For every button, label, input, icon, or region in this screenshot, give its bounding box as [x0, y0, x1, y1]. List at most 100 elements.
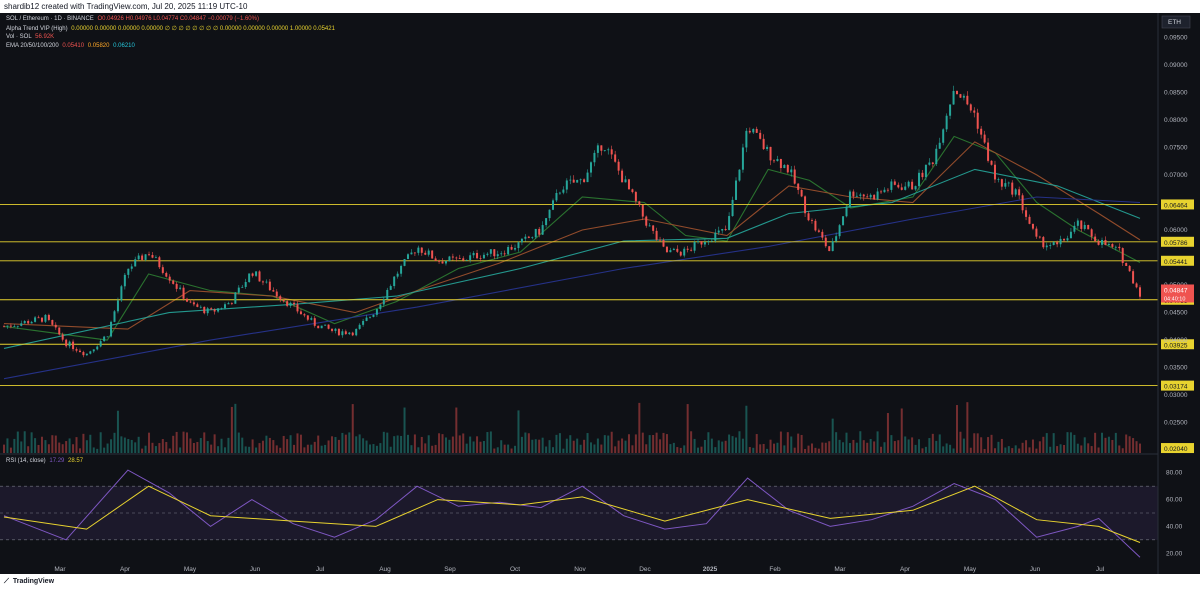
volume-bar — [1083, 437, 1086, 453]
candle-body — [493, 249, 496, 257]
candle-body — [58, 327, 61, 335]
candle-body — [1073, 225, 1076, 232]
volume-bar — [27, 446, 30, 453]
candle-body — [234, 292, 237, 304]
level-label: 0.03174 — [1164, 384, 1188, 391]
volume-bar — [179, 447, 182, 453]
volume-bar — [700, 446, 703, 453]
volume-bar — [893, 441, 896, 453]
legend-rsi-v2: 28.57 — [68, 458, 84, 464]
volume-bar — [921, 448, 924, 453]
price-tick-label: 0.06000 — [1164, 227, 1188, 234]
volume-bar — [334, 437, 337, 453]
candle-body — [196, 304, 199, 307]
candle-body — [552, 200, 555, 210]
candle-body — [1097, 241, 1100, 245]
volume-bar — [762, 443, 765, 453]
candle-body — [78, 350, 81, 353]
candle-body — [938, 142, 941, 149]
volume-bar — [759, 444, 762, 453]
candle-body — [217, 308, 220, 312]
volume-bar — [89, 434, 92, 453]
candle-body — [61, 334, 64, 340]
volume-bar — [703, 440, 706, 453]
volume-bar — [741, 438, 744, 453]
chart-canvas[interactable]: 0.064640.057860.054410.047330.039250.031… — [0, 13, 1200, 574]
volume-bar — [489, 431, 492, 453]
candle-body — [220, 308, 223, 309]
candle-body — [82, 352, 85, 356]
volume-bar — [966, 402, 969, 453]
candle-body — [866, 196, 869, 198]
candle-body — [1004, 183, 1007, 187]
volume-bar — [355, 436, 358, 453]
volume-bar — [855, 442, 858, 453]
candle-body — [1118, 246, 1121, 249]
volume-bar — [918, 439, 921, 453]
volume-bar — [790, 436, 793, 453]
level-lines — [0, 203, 1158, 387]
candle-body — [520, 238, 523, 243]
volume-bar — [1087, 443, 1090, 453]
candle-body — [106, 336, 109, 338]
time-tick-label: May — [964, 566, 977, 573]
volume-bar — [852, 439, 855, 453]
volume-bar — [589, 442, 592, 453]
volume-bar — [451, 436, 454, 453]
legend-vol[interactable]: Vol · SOL 56.92K — [6, 34, 54, 40]
volume-bar — [627, 434, 630, 453]
candle-body — [375, 309, 378, 315]
volume-bar — [123, 437, 126, 453]
candle-body — [258, 271, 261, 282]
volume-bar — [683, 445, 686, 453]
volume-bar — [1076, 443, 1079, 453]
rsi-panel — [0, 469, 1158, 558]
price-tick-label: 0.04000 — [1164, 337, 1188, 344]
volume-bar — [458, 435, 461, 453]
candle-body — [1025, 210, 1028, 217]
candle-body — [1101, 239, 1104, 245]
chart-frame[interactable]: 0.064640.057860.054410.047330.039250.031… — [0, 13, 1200, 574]
volume-bar — [1059, 444, 1062, 453]
volume-bar — [952, 448, 955, 453]
candle-body — [123, 274, 126, 287]
volume-bar — [617, 440, 620, 453]
volume-bar — [973, 433, 976, 453]
candle-body — [431, 250, 434, 259]
volume-bar — [652, 435, 655, 453]
candle-body — [1014, 189, 1017, 195]
price-tick-label: 0.08000 — [1164, 117, 1188, 124]
candle-body — [206, 308, 209, 314]
volume-bar — [548, 440, 551, 453]
candle-body — [842, 216, 845, 226]
candle-body — [317, 325, 320, 329]
candle-body — [886, 189, 889, 191]
legend-symbol-ohlc: O0.04926 H0.04976 L0.04774 C0.04847 −0.0… — [97, 16, 259, 22]
volume-bar — [68, 438, 71, 453]
candle-body — [835, 236, 838, 242]
legend-alpha[interactable]: Alpha Trend VIP (High) 0.00000 0.00000 0… — [6, 25, 335, 32]
candle-body — [479, 258, 482, 260]
volume-bar — [690, 431, 693, 453]
attribution-bar: shardib12 created with TradingView.com, … — [0, 0, 1200, 13]
candle-body — [158, 257, 161, 268]
volume-bar — [189, 438, 192, 453]
candle-body — [928, 162, 931, 165]
candle-body — [241, 286, 244, 288]
volume-bar — [586, 433, 589, 453]
volume-bar — [728, 434, 731, 453]
volume-bar — [786, 432, 789, 453]
candle-body — [9, 325, 12, 327]
candle-body — [393, 276, 396, 287]
candle-body — [945, 115, 948, 130]
legend-symbol[interactable]: SOL / Ethereum · 1D · BINANCE O0.04926 H… — [6, 16, 259, 22]
volume-bar — [997, 441, 1000, 453]
volume-bar — [710, 438, 713, 453]
candle-body — [980, 128, 983, 135]
legend-ema[interactable]: EMA 20/50/100/200 0.05410 0.05820 0.0621… — [6, 43, 135, 49]
legend-rsi[interactable]: RSI (14, close) 17.29 28.57 — [6, 458, 83, 464]
candle-body — [1087, 224, 1090, 230]
candle-body — [286, 301, 289, 306]
volume-bar — [1045, 433, 1048, 453]
volume-bar — [241, 437, 244, 453]
